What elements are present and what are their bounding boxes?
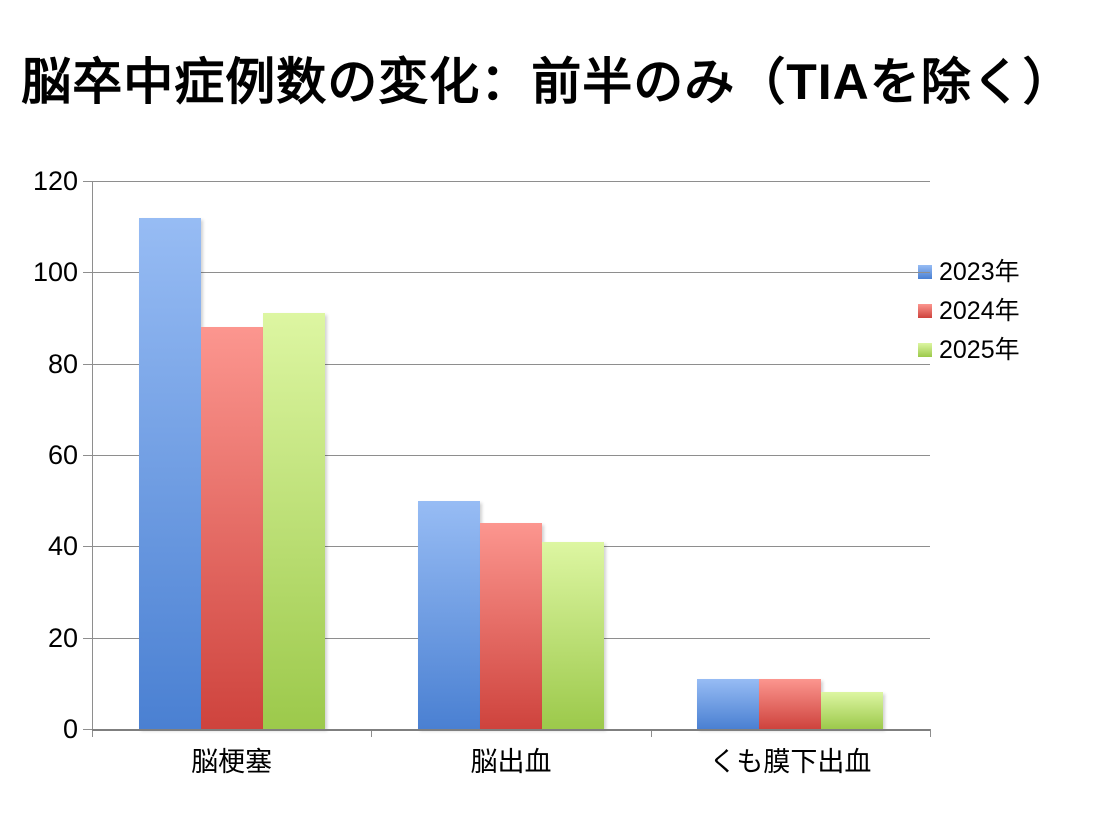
bar-2024年-脳出血 (480, 523, 542, 729)
gridline-120 (92, 181, 930, 182)
bar-2023年-くも膜下出血 (697, 679, 759, 729)
y-tick-label-40: 40 (47, 531, 78, 562)
gridline-80 (92, 363, 930, 365)
bar-2025年-脳出血 (542, 542, 604, 729)
y-axis-tick-120 (83, 181, 92, 182)
x-axis-line (92, 729, 930, 731)
y-axis-tick-80 (83, 363, 92, 365)
category-label-脳梗塞: 脳梗塞 (191, 747, 273, 777)
y-axis-tick-20 (83, 637, 92, 639)
legend-swatch-2024年 (918, 303, 932, 318)
y-axis-tick-0 (83, 729, 92, 730)
legend-label-2025年: 2025年 (939, 335, 1020, 364)
x-axis-tick-1 (371, 729, 373, 737)
legend-swatch-2025年 (918, 342, 932, 357)
y-axis-tick-40 (83, 546, 92, 548)
y-tick-label-80: 80 (47, 348, 78, 379)
legend-item-2023年: 2023年 (918, 252, 1020, 291)
x-axis-tick-0 (92, 729, 93, 737)
chart-title: 脳卒中症例数の変化：前半のみ（TIAを除く） (21, 54, 1074, 110)
legend: 2023年 2024年 2025年 (918, 252, 1020, 369)
bar-2023年-脳出血 (418, 501, 480, 729)
y-axis-tick-60 (83, 455, 92, 456)
legend-label-2023年: 2023年 (939, 257, 1020, 286)
category-label-くも膜下出血: くも膜下出血 (709, 747, 872, 777)
bar-2023年-脳梗塞 (139, 218, 201, 729)
gridline-100 (92, 272, 930, 274)
y-axis-tick-100 (83, 272, 92, 274)
y-tick-label-60: 60 (47, 440, 78, 470)
y-tick-label-0: 0 (62, 714, 78, 744)
legend-item-2025年: 2025年 (918, 330, 1020, 369)
bar-2025年-脳梗塞 (263, 313, 325, 729)
y-axis-line (92, 181, 93, 729)
legend-label-2024年: 2024年 (939, 296, 1020, 325)
x-axis-tick-2 (650, 729, 652, 737)
bar-2024年-脳梗塞 (201, 327, 263, 729)
y-tick-label-20: 20 (47, 622, 78, 653)
category-label-脳出血: 脳出血 (470, 747, 552, 777)
y-tick-label-100: 100 (32, 257, 78, 288)
legend-item-2024年: 2024年 (918, 291, 1020, 330)
legend-swatch-2023年 (918, 264, 932, 279)
gridline-60 (92, 455, 930, 456)
bar-2024年-くも膜下出血 (759, 679, 821, 729)
y-tick-label-120: 120 (32, 166, 78, 196)
x-axis-tick-3 (930, 729, 931, 737)
bar-2025年-くも膜下出血 (821, 692, 883, 729)
